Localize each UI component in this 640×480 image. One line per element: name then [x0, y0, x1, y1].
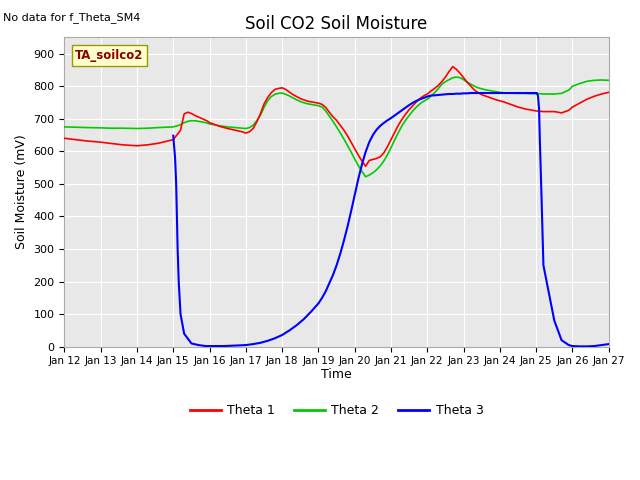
Legend: Theta 1, Theta 2, Theta 3: Theta 1, Theta 2, Theta 3	[185, 399, 488, 422]
X-axis label: Time: Time	[321, 368, 352, 381]
Title: Soil CO2 Soil Moisture: Soil CO2 Soil Moisture	[246, 15, 428, 33]
Text: No data for f_Theta_SM4: No data for f_Theta_SM4	[3, 12, 141, 23]
Text: TA_soilco2: TA_soilco2	[76, 49, 143, 62]
Y-axis label: Soil Moisture (mV): Soil Moisture (mV)	[15, 135, 28, 250]
